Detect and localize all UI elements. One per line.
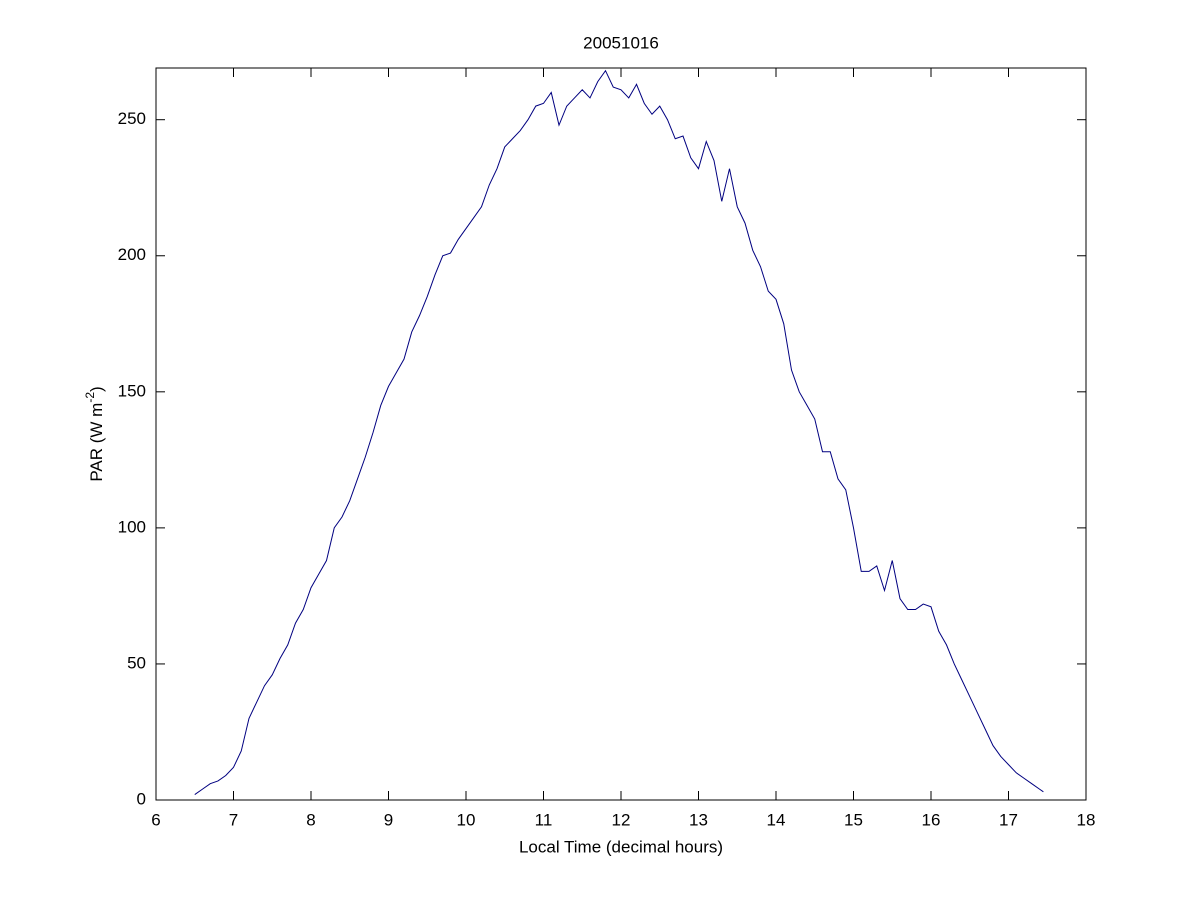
y-tick-label: 0	[137, 789, 146, 808]
x-tick-label: 18	[1077, 810, 1096, 829]
y-axis-label: PAR (W m-2)	[83, 386, 106, 481]
x-tick-label: 6	[151, 810, 160, 829]
y-label-main: PAR (W m	[87, 403, 106, 482]
plot-area	[155, 67, 1087, 801]
y-tick-label: 100	[118, 517, 146, 536]
y-label-sup: -2	[83, 392, 97, 403]
x-tick-label: 15	[844, 810, 863, 829]
x-tick-label: 9	[384, 810, 393, 829]
chart-title: 20051016	[583, 33, 659, 52]
x-tick-label: 12	[612, 810, 631, 829]
x-tick-label: 8	[306, 810, 315, 829]
y-tick-label: 150	[118, 381, 146, 400]
x-tick-label: 11	[535, 810, 553, 829]
x-tick-label: 10	[457, 810, 476, 829]
y-tick-label: 50	[127, 653, 146, 672]
y-tick-label: 200	[118, 245, 146, 264]
x-axis-label: Local Time (decimal hours)	[519, 837, 723, 856]
x-tick-label: 17	[999, 810, 1018, 829]
y-label-end: )	[87, 386, 106, 392]
x-tick-label: 14	[767, 810, 786, 829]
x-tick-label: 16	[922, 810, 941, 829]
x-tick-label: 13	[689, 810, 708, 829]
y-tick-label: 250	[118, 109, 146, 128]
data-line	[194, 69, 1044, 795]
x-tick-label: 7	[229, 810, 238, 829]
